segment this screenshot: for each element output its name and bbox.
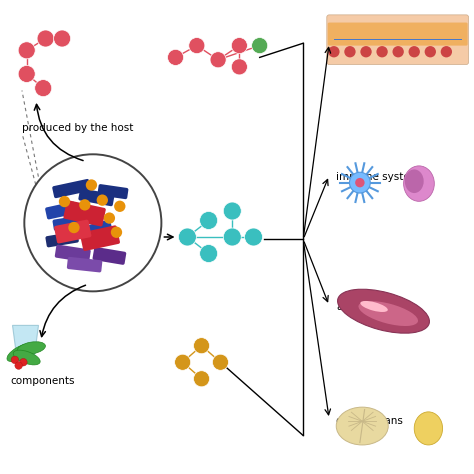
Circle shape	[178, 228, 196, 246]
Circle shape	[15, 362, 22, 369]
Ellipse shape	[18, 342, 46, 355]
FancyBboxPatch shape	[54, 219, 91, 244]
Ellipse shape	[13, 350, 40, 365]
Text: intestinal epitheli...: intestinal epitheli...	[336, 33, 438, 43]
Circle shape	[355, 178, 365, 187]
Text: components: components	[10, 376, 74, 386]
FancyBboxPatch shape	[78, 188, 114, 206]
Ellipse shape	[405, 169, 424, 193]
Circle shape	[114, 201, 126, 212]
Ellipse shape	[7, 344, 32, 362]
FancyBboxPatch shape	[64, 201, 106, 227]
FancyBboxPatch shape	[52, 179, 91, 198]
FancyBboxPatch shape	[71, 203, 103, 222]
Circle shape	[425, 46, 436, 57]
FancyBboxPatch shape	[45, 201, 77, 219]
Circle shape	[200, 211, 218, 229]
Circle shape	[392, 46, 404, 57]
Ellipse shape	[403, 166, 434, 201]
Circle shape	[193, 371, 210, 387]
Circle shape	[37, 30, 54, 47]
Ellipse shape	[337, 289, 429, 333]
Circle shape	[193, 337, 210, 354]
Circle shape	[19, 358, 27, 366]
Circle shape	[328, 46, 339, 57]
FancyBboxPatch shape	[327, 15, 469, 64]
Circle shape	[18, 65, 35, 82]
Polygon shape	[12, 325, 38, 361]
Circle shape	[231, 37, 247, 54]
Ellipse shape	[360, 301, 388, 312]
Circle shape	[223, 228, 241, 246]
Circle shape	[344, 46, 356, 57]
Circle shape	[189, 37, 205, 54]
Circle shape	[79, 199, 91, 210]
Circle shape	[441, 46, 452, 57]
FancyBboxPatch shape	[81, 219, 112, 238]
FancyBboxPatch shape	[55, 245, 91, 263]
Text: produced by the host: produced by the host	[22, 123, 133, 133]
Ellipse shape	[358, 301, 418, 326]
FancyBboxPatch shape	[92, 247, 126, 265]
Circle shape	[360, 46, 372, 57]
FancyBboxPatch shape	[328, 23, 468, 46]
FancyBboxPatch shape	[67, 257, 102, 273]
Text: other organs: other organs	[336, 416, 403, 426]
FancyBboxPatch shape	[80, 225, 120, 251]
Circle shape	[167, 49, 183, 65]
Text: angiogenesis: angiogenesis	[336, 302, 405, 312]
Circle shape	[11, 356, 18, 364]
Circle shape	[252, 37, 268, 54]
Circle shape	[86, 179, 97, 191]
FancyBboxPatch shape	[98, 184, 128, 199]
Circle shape	[59, 196, 70, 207]
Circle shape	[349, 172, 370, 193]
Circle shape	[210, 52, 226, 68]
Ellipse shape	[336, 407, 388, 445]
Circle shape	[104, 212, 115, 224]
Circle shape	[24, 155, 161, 292]
Circle shape	[376, 46, 388, 57]
Circle shape	[18, 42, 35, 59]
Circle shape	[111, 227, 122, 238]
Circle shape	[174, 354, 191, 370]
FancyBboxPatch shape	[46, 231, 79, 247]
Circle shape	[97, 194, 108, 206]
Circle shape	[409, 46, 420, 57]
Text: immune system: immune system	[336, 172, 420, 182]
Circle shape	[200, 245, 218, 263]
Circle shape	[212, 354, 228, 370]
Ellipse shape	[414, 412, 443, 445]
Circle shape	[223, 202, 241, 220]
Circle shape	[54, 30, 71, 47]
Circle shape	[68, 222, 80, 233]
Circle shape	[245, 228, 263, 246]
Circle shape	[35, 80, 52, 97]
FancyBboxPatch shape	[53, 215, 86, 231]
Circle shape	[231, 59, 247, 75]
